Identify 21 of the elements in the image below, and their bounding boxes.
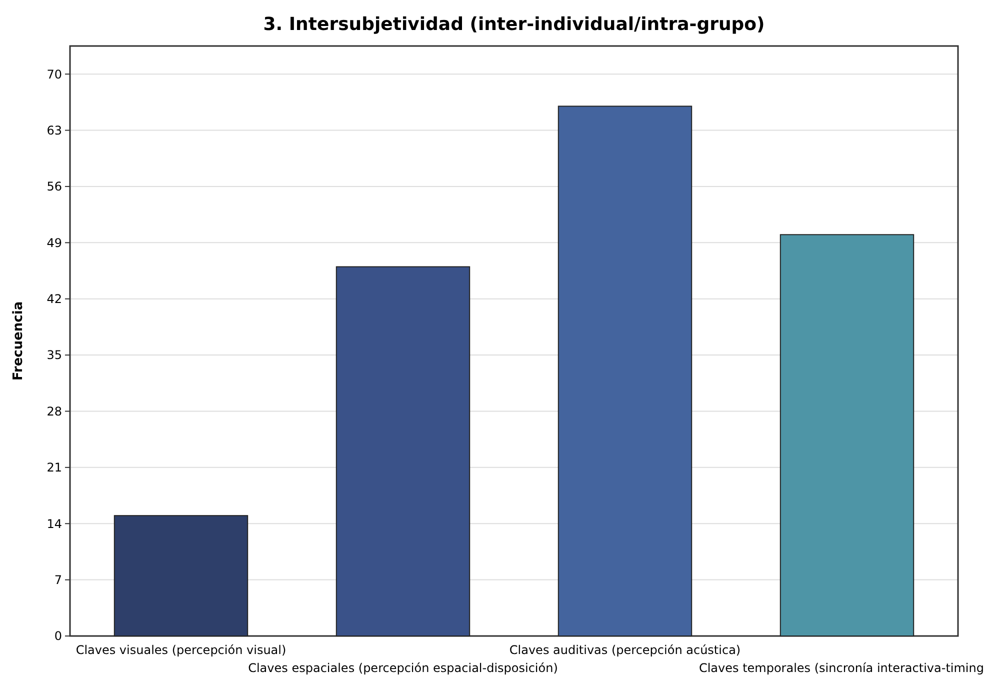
y-tick-label: 35 <box>46 348 62 362</box>
y-tick-label: 49 <box>46 236 62 250</box>
y-tick-label: 0 <box>54 629 62 644</box>
y-tick-label: 28 <box>46 404 62 418</box>
y-tick-label: 63 <box>46 123 62 138</box>
x-tick-label: Claves temporales (sincronía interactiva-timing <box>698 661 984 675</box>
x-tick-label: Claves visuales (percepción visual) <box>76 643 286 657</box>
y-tick-label: 70 <box>46 67 62 82</box>
y-tick-label: 56 <box>46 180 62 194</box>
bar <box>780 234 914 636</box>
y-axis-title: Frecuencia <box>11 301 26 381</box>
y-tick-label: 14 <box>46 516 62 531</box>
bar <box>114 515 248 636</box>
y-tick-label: 7 <box>54 573 62 588</box>
bar <box>336 266 470 636</box>
x-tick-label: Claves espaciales (percepción espacial-disposición) <box>248 661 558 675</box>
bar <box>558 106 692 636</box>
chart-title: 3. Intersubjetividad (inter-individual/intra-grupo) <box>263 14 765 35</box>
y-tick-label: 21 <box>46 460 62 475</box>
x-tick-label: Claves auditivas (percepción acústica) <box>509 643 741 657</box>
y-tick-label: 42 <box>46 292 62 306</box>
